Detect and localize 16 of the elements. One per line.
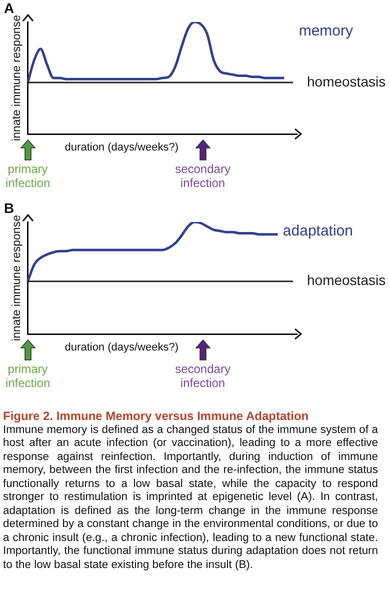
text: secondary infection bbox=[174, 162, 232, 190]
x-axis-title: duration (days/weeks?) bbox=[64, 142, 179, 154]
chart-title: B bbox=[4, 200, 14, 216]
text: primary infection bbox=[4, 162, 52, 190]
text: Immune memory is defined as a changed status of the immune system of a host after an acute infection (or vaccination), leading to a more effective response against reinfection. Importantly, during induction of immune memory, between the first infection and the re-infection, the immune status functionally returns to a low basal state, while the capacity to respond stronger to restimulation is imprinted at epigenetic level (A). In contrast, adaptation is defined as the long-term change in the immune response determined by a constant change in the environmental conditions, or due to a chronic insult (e.g., a chronic infection), leading to a new functional state. Importantly, the functional immune status during adaptation does not return to the low basal state existing before the insult (B). bbox=[3, 424, 378, 570]
text: memory bbox=[298, 22, 354, 40]
series-label: adaptation bbox=[282, 222, 353, 240]
text: secondary infection bbox=[174, 362, 232, 390]
ref-line-label: homeostasis bbox=[307, 272, 386, 288]
x-axis-title: duration (days/weeks?) bbox=[64, 342, 179, 354]
ref-line-label: homeostasis bbox=[307, 73, 386, 90]
chart-title: A bbox=[4, 0, 14, 16]
text: Figure 2. Immune Memory versus Immune Adaptation bbox=[3, 409, 310, 424]
y-axis-title: innate immune response bbox=[11, 215, 24, 341]
text: primary infection bbox=[4, 362, 52, 390]
y-axis-title: innate immune response bbox=[11, 15, 24, 141]
